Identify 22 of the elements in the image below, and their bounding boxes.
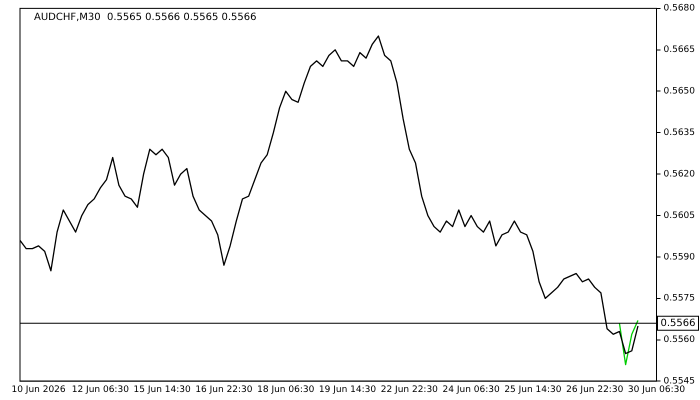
y-tick-label: 0.5635 bbox=[664, 128, 696, 138]
y-tick-label: 0.5650 bbox=[664, 86, 696, 97]
x-tick-label: 12 Jun 06:30 bbox=[72, 384, 130, 395]
x-tick-label: 10 Jun 2026 bbox=[11, 384, 66, 395]
chart-title: AUDCHF,M30 0.5565 0.5566 0.5565 0.5566 bbox=[34, 12, 256, 23]
x-tick-label: 18 Jun 06:30 bbox=[257, 384, 315, 395]
y-tick-label: 0.5605 bbox=[664, 210, 696, 221]
y-tick-label: 0.5575 bbox=[664, 294, 696, 304]
y-tick-label: 0.5560 bbox=[664, 335, 696, 346]
x-tick-label: 19 Jun 14:30 bbox=[318, 384, 376, 395]
x-tick-label: 24 Jun 06:30 bbox=[442, 384, 500, 395]
y-tick-label: 0.5620 bbox=[664, 169, 696, 180]
x-tick-label: 16 Jun 22:30 bbox=[195, 384, 253, 395]
y-tick-label: 0.5665 bbox=[664, 45, 696, 56]
x-tick-label: 30 Jun 06:30 bbox=[628, 384, 686, 395]
x-tick-label: 25 Jun 14:30 bbox=[504, 384, 562, 395]
x-tick-label: 15 Jun 14:30 bbox=[134, 384, 191, 395]
y-tick-label: 0.5590 bbox=[664, 252, 696, 262]
x-tick-label: 22 Jun 22:30 bbox=[380, 384, 438, 395]
x-tick-label: 26 Jun 22:30 bbox=[566, 384, 624, 395]
y-tick-label: 0.5680 bbox=[664, 4, 696, 14]
ref-line-label: 0.5566 bbox=[660, 318, 696, 329]
